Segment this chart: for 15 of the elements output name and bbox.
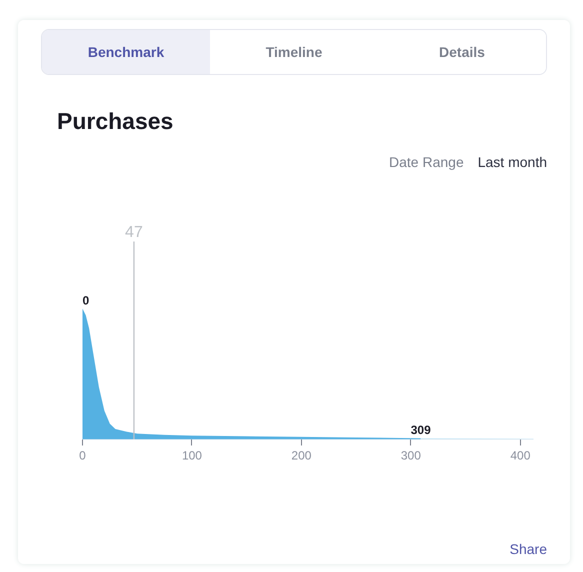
- ref-line-label: 47: [125, 224, 143, 241]
- text: Date Range: [389, 154, 464, 170]
- annotation: 309: [410, 423, 432, 438]
- x-tick-label: 200: [291, 448, 312, 462]
- text: Timeline: [210, 30, 378, 74]
- x-tick-label: 300: [400, 448, 422, 462]
- text: Last month: [478, 154, 547, 170]
- x-tick-label: 100: [182, 448, 202, 462]
- text: Details: [378, 30, 546, 74]
- text: Benchmark: [42, 30, 210, 74]
- chart-title: Purchases: [57, 107, 174, 136]
- x-tick-label: 0: [79, 448, 86, 462]
- annotation: 0: [82, 294, 90, 308]
- text: Share: [508, 540, 547, 559]
- x-tick-label: 400: [510, 448, 531, 462]
